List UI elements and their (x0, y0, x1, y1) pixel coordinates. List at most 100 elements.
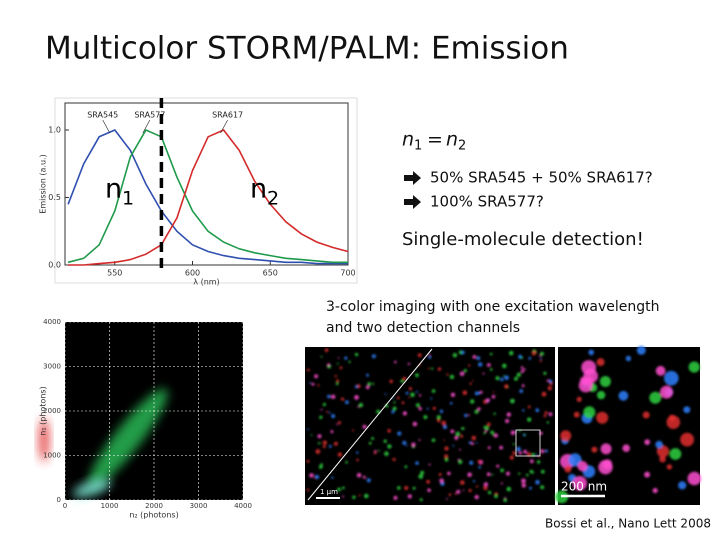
dot (518, 472, 521, 475)
dot (412, 421, 418, 427)
dot (540, 469, 545, 474)
dot (500, 377, 504, 382)
dot (522, 409, 525, 412)
dot (430, 397, 433, 400)
x-tick-label: 600 (185, 269, 200, 278)
dot (378, 449, 380, 452)
dot (415, 390, 418, 393)
dot (528, 356, 532, 360)
dot (336, 379, 340, 383)
dot (500, 482, 503, 485)
dot (411, 442, 416, 447)
dot (660, 385, 673, 399)
series-label: SRA545 (87, 111, 118, 120)
dot (333, 441, 338, 446)
dot (468, 441, 472, 444)
dot (443, 439, 445, 442)
y-tick-label: 0.5 (48, 193, 61, 202)
bullet-arrows (404, 171, 421, 209)
dot (508, 350, 514, 356)
dot (564, 465, 572, 473)
dot (331, 476, 334, 479)
dot (420, 470, 425, 475)
dot (495, 376, 500, 381)
dot (394, 360, 397, 364)
y-tick-label: 1000 (43, 452, 61, 460)
dot (489, 352, 493, 356)
dot (535, 479, 540, 485)
dot (456, 489, 461, 494)
dot (362, 475, 366, 479)
dot (452, 353, 458, 358)
dot (596, 390, 606, 400)
dot (483, 431, 486, 435)
dot (447, 471, 451, 476)
dot (322, 402, 326, 407)
dot (502, 363, 507, 369)
dot (317, 384, 320, 387)
y-tick-label: 3000 (43, 363, 61, 371)
dot (478, 362, 483, 367)
dot (521, 478, 526, 484)
citation: Bossi et al., Nano Lett 2008 (545, 517, 711, 531)
dot (505, 418, 510, 424)
x-axis-label: n₂ (photons) (129, 511, 178, 520)
dot (491, 473, 494, 476)
dot (389, 379, 394, 384)
scale-label: 1 μm (320, 488, 338, 496)
dot (365, 385, 370, 390)
dot (337, 357, 340, 359)
x-tick-label: 550 (107, 269, 122, 278)
dot (354, 395, 359, 400)
zoom-box (515, 429, 541, 457)
dot (669, 448, 682, 460)
dot (436, 415, 441, 420)
dot (415, 461, 419, 465)
dot (644, 439, 651, 445)
dot (408, 397, 410, 399)
y-tick-label: 0.0 (48, 261, 61, 270)
spectrum-panel (54, 97, 358, 284)
dot (310, 434, 313, 436)
dot (573, 411, 580, 418)
dot (326, 410, 328, 413)
dot (446, 373, 449, 376)
dot (482, 372, 485, 375)
dot (655, 440, 663, 449)
dot (393, 495, 398, 500)
dot (426, 479, 430, 484)
dot (450, 429, 455, 434)
dot (371, 354, 376, 359)
dot (470, 442, 474, 446)
dot (512, 443, 515, 446)
dot (493, 412, 496, 415)
dot (400, 379, 404, 383)
dot (460, 480, 465, 485)
dot (320, 463, 323, 466)
dot (356, 451, 359, 454)
dot (468, 364, 471, 367)
dot (523, 433, 526, 437)
slide-title: Multicolor STORM/PALM: Emission (45, 31, 569, 67)
dot (441, 420, 447, 426)
dot (317, 442, 321, 445)
x-axis-label: λ (nm) (193, 278, 219, 287)
dot (504, 375, 509, 381)
dot (531, 350, 537, 356)
dot (320, 355, 323, 358)
dot (493, 433, 498, 438)
red-cluster (39, 418, 49, 462)
dot (539, 359, 542, 363)
dot (526, 473, 529, 477)
dot (544, 449, 548, 453)
dot (328, 411, 331, 414)
dot (449, 402, 453, 405)
dot (418, 394, 422, 397)
dot (428, 463, 431, 466)
dot (577, 461, 588, 472)
dot (443, 425, 447, 429)
dot (412, 486, 416, 490)
dot (356, 353, 359, 356)
dot (468, 414, 470, 417)
dot (458, 459, 463, 465)
